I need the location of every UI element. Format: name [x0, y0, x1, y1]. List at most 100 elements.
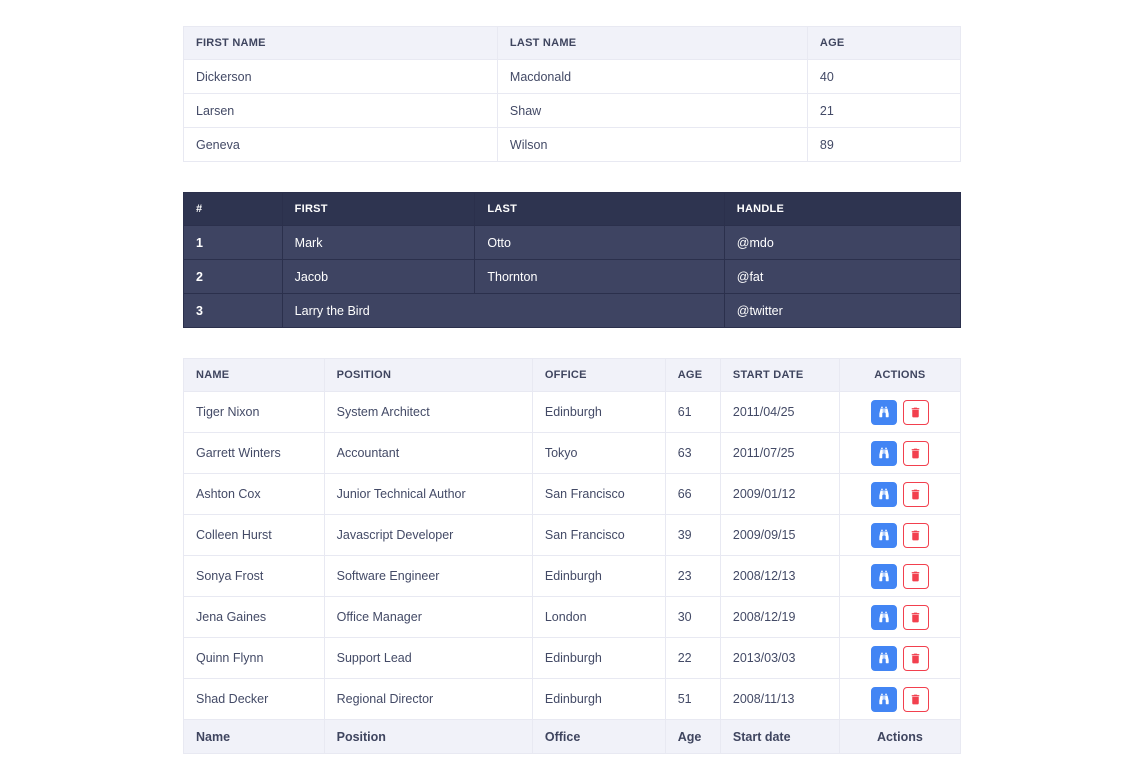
column-header: OFFICE	[531, 358, 666, 392]
table-row: Larsen Shaw 21	[183, 93, 962, 128]
binoculars-icon	[879, 693, 889, 705]
table-cell: 39	[664, 514, 721, 556]
column-header: AGE	[664, 358, 721, 392]
footer-cell: Actions	[838, 719, 962, 754]
table-cell: Shaw	[496, 93, 808, 128]
binoculars-icon	[879, 447, 889, 459]
column-header: FIRST	[281, 192, 476, 226]
delete-button[interactable]	[902, 481, 929, 507]
table-cell: Ashton Cox	[183, 473, 325, 515]
table-cell: 63	[664, 432, 721, 474]
table-cell: Garrett Winters	[183, 432, 325, 474]
actions-cell	[838, 555, 962, 597]
view-button[interactable]	[870, 399, 897, 425]
table-cell: 2013/03/03	[719, 637, 840, 679]
table-row: Geneva Wilson 89	[183, 127, 962, 162]
trash-icon	[912, 530, 920, 540]
delete-button[interactable]	[902, 686, 929, 712]
table-cell: Junior Technical Author	[323, 473, 533, 515]
table-cell: 61	[664, 391, 721, 433]
row-actions	[852, 399, 948, 425]
footer-cell: Name	[183, 719, 325, 754]
delete-button[interactable]	[902, 440, 929, 466]
column-header: START DATE	[719, 358, 840, 392]
view-button[interactable]	[870, 563, 897, 589]
table-cell: 2008/12/19	[719, 596, 840, 638]
row-actions	[852, 522, 948, 548]
row-actions	[852, 481, 948, 507]
header-row: FIRST NAME LAST NAME AGE	[183, 26, 962, 60]
column-header: POSITION	[323, 358, 533, 392]
table-cell: @twitter	[723, 293, 962, 328]
table-cell: Javascript Developer	[323, 514, 533, 556]
view-button[interactable]	[870, 481, 897, 507]
delete-button[interactable]	[902, 399, 929, 425]
column-header: FIRST NAME	[183, 26, 498, 60]
header-row: # FIRST LAST HANDLE	[183, 192, 962, 226]
table-cell: Jacob	[281, 259, 476, 294]
table-row: Colleen Hurst Javascript Developer San Fra…	[183, 514, 962, 556]
delete-button[interactable]	[902, 563, 929, 589]
table-cell: Otto	[474, 225, 725, 260]
trash-icon	[912, 571, 920, 581]
table-row: Shad Decker Regional Director Edinburgh 51 2…	[183, 678, 962, 720]
actions-cell	[838, 473, 962, 515]
trash-icon	[912, 612, 920, 622]
view-button[interactable]	[870, 440, 897, 466]
table-cell: Shad Decker	[183, 678, 325, 720]
table-cell: London	[531, 596, 666, 638]
footer-cell: Age	[664, 719, 721, 754]
delete-button[interactable]	[902, 522, 929, 548]
table-row: Jena Gaines Office Manager London 30 2008/12…	[183, 596, 962, 638]
table-cell: Accountant	[323, 432, 533, 474]
table-cell: San Francisco	[531, 473, 666, 515]
table-cell: 23	[664, 555, 721, 597]
footer-cell: Start date	[719, 719, 840, 754]
table-row: 3 Larry the Bird @twitter	[183, 293, 962, 328]
column-header: LAST	[474, 192, 725, 226]
row-actions	[852, 563, 948, 589]
delete-button[interactable]	[902, 645, 929, 671]
binoculars-icon	[879, 488, 889, 500]
table-cell: 66	[664, 473, 721, 515]
table-row: 1 Mark Otto @mdo	[183, 225, 962, 260]
table-cell: Software Engineer	[323, 555, 533, 597]
table-cell: Thornton	[474, 259, 725, 294]
column-header: ACTIONS	[838, 358, 962, 392]
table-cell: Tokyo	[531, 432, 666, 474]
view-button[interactable]	[870, 686, 897, 712]
table-cell: Edinburgh	[531, 637, 666, 679]
view-button[interactable]	[870, 604, 897, 630]
column-header: #	[183, 192, 283, 226]
trash-icon	[912, 407, 920, 417]
table-cell: Wilson	[496, 127, 808, 162]
table-cell: 2011/04/25	[719, 391, 840, 433]
table-cell: 2008/11/13	[719, 678, 840, 720]
view-button[interactable]	[870, 645, 897, 671]
delete-button[interactable]	[902, 604, 929, 630]
trash-icon	[912, 448, 920, 458]
table-row: Dickerson Macdonald 40	[183, 59, 962, 94]
table-cell: Geneva	[183, 127, 498, 162]
table-cell: Regional Director	[323, 678, 533, 720]
table-row: 2 Jacob Thornton @fat	[183, 259, 962, 294]
table-cell: @mdo	[723, 225, 962, 260]
table-cell: 3	[183, 293, 283, 328]
header-row: NAME POSITION OFFICE AGE START DATE ACTIONS	[183, 358, 962, 392]
table-row: Ashton Cox Junior Technical Author San Fra…	[183, 473, 962, 515]
table-cell: Sonya Frost	[183, 555, 325, 597]
inverse-table: # FIRST LAST HANDLE 1 Mark Otto @mdo 2 Jacob Thorn…	[183, 192, 962, 328]
column-header: AGE	[806, 26, 962, 60]
basic-table: FIRST NAME LAST NAME AGE Dickerson Macdonald…	[183, 26, 962, 162]
column-header: NAME	[183, 358, 325, 392]
binoculars-icon	[879, 529, 889, 541]
view-button[interactable]	[870, 522, 897, 548]
footer-row: Name Position Office Age Start date Actions	[183, 719, 962, 754]
footer-cell: Position	[323, 719, 533, 754]
table-row: Tiger Nixon System Architect Edinburgh 61 20…	[183, 391, 962, 433]
table-cell: San Francisco	[531, 514, 666, 556]
employees-table: NAME POSITION OFFICE AGE START DATE ACTIONS Ti…	[183, 358, 962, 754]
trash-icon	[912, 489, 920, 499]
binoculars-icon	[879, 611, 889, 623]
table-cell: Support Lead	[323, 637, 533, 679]
